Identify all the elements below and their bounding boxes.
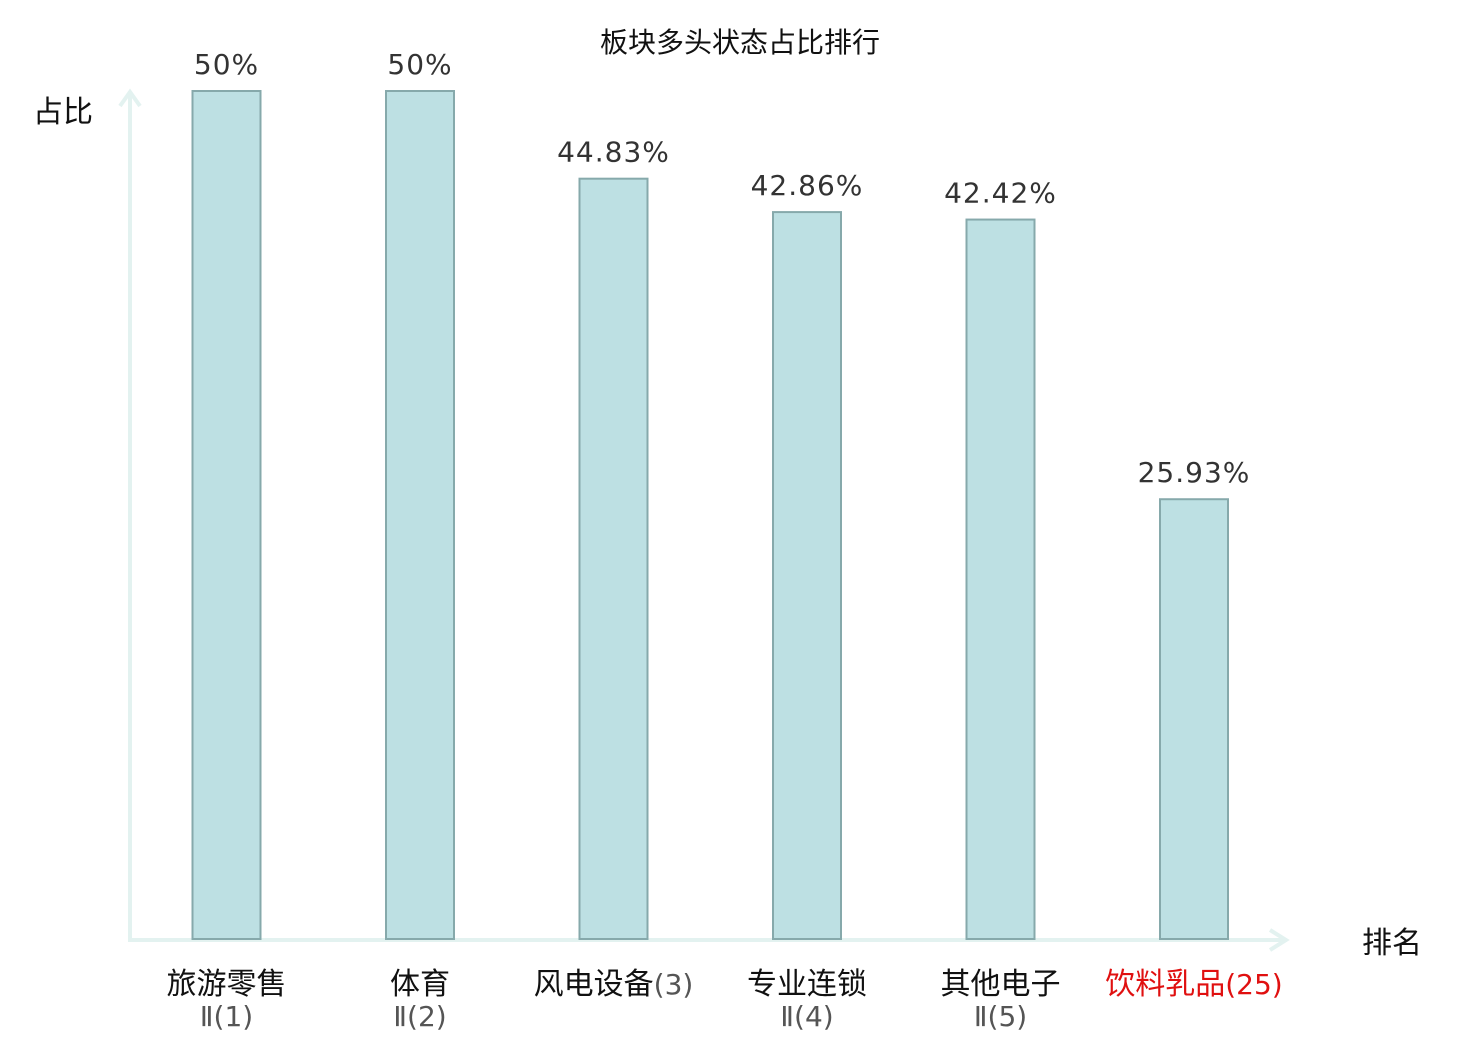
- x-tick-suffix-5: Ⅱ(5): [974, 1000, 1027, 1033]
- bar-value-label-5: 42.42%: [944, 177, 1057, 210]
- x-axis-arrow: [1268, 928, 1290, 952]
- bar-3: [578, 177, 649, 940]
- bar-value-label-3: 44.83%: [557, 136, 670, 169]
- x-tick-name-6: 饮料乳品: [1105, 967, 1225, 1002]
- bar-5: [965, 218, 1036, 940]
- bar-value-label-4: 42.86%: [751, 169, 864, 202]
- x-tick-suffix-1: Ⅱ(1): [200, 1000, 253, 1033]
- x-tick-label-3: 风电设备(3): [534, 967, 694, 1002]
- bar-4: [772, 211, 842, 940]
- bar-value-label-6: 25.93%: [1138, 456, 1251, 489]
- x-tick-suffix-4: Ⅱ(4): [780, 1000, 833, 1033]
- x-tick-suffix-6: (25): [1225, 968, 1282, 1001]
- x-tick-name-3: 风电设备: [534, 967, 654, 1002]
- bar-value-label-2: 50%: [387, 48, 452, 81]
- bar-6: [1159, 498, 1229, 940]
- chart-title: 板块多头状态占比排行: [600, 26, 880, 59]
- bar-2: [385, 90, 455, 940]
- bar-value-label-1: 50%: [194, 48, 259, 81]
- x-tick-label-4: 专业连锁: [747, 967, 867, 1002]
- y-axis-label: 占比: [33, 95, 93, 130]
- x-tick-label-1: 旅游零售: [167, 967, 287, 1002]
- x-tick-label-2: 体育: [390, 967, 450, 1002]
- x-axis-label: 排名: [1362, 926, 1422, 961]
- x-tick-suffix-2: Ⅱ(2): [393, 1000, 446, 1033]
- x-tick-suffix-3: (3): [654, 968, 694, 1001]
- x-tick-label-6: 饮料乳品(25): [1105, 967, 1282, 1002]
- y-axis-arrow: [118, 88, 142, 108]
- x-tick-label-5: 其他电子: [941, 967, 1061, 1002]
- bar-1: [191, 90, 262, 940]
